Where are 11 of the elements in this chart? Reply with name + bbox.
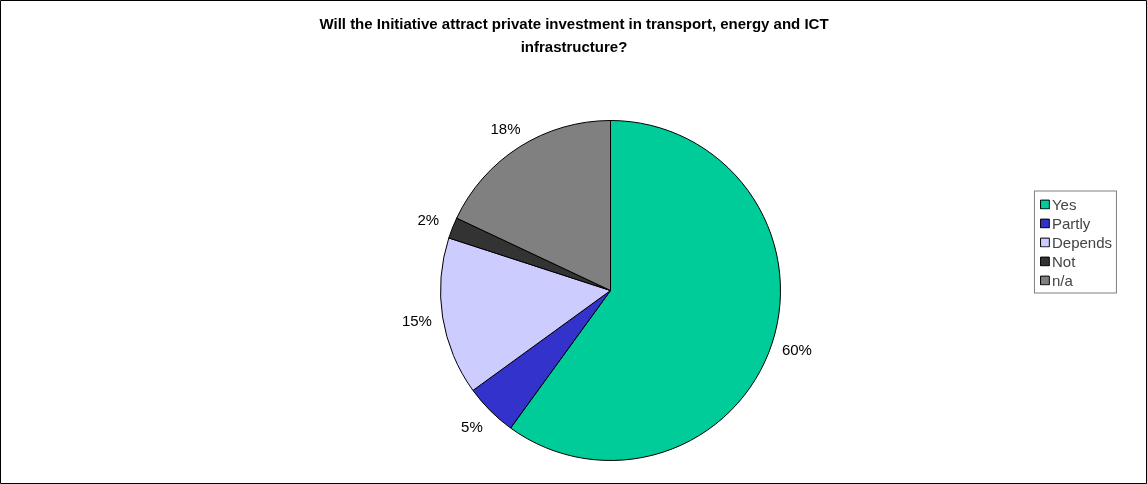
- data-label: 15%: [401, 312, 432, 330]
- data-label: 5%: [461, 417, 483, 435]
- legend-label: Not: [1051, 252, 1076, 270]
- chart-title: Will the Initiative attract private investment in transport, energy and ICT infrastructure?: [319, 14, 829, 56]
- legend-label: Yes: [1051, 195, 1077, 213]
- data-label: 60%: [781, 341, 812, 359]
- legend-label: Depends: [1051, 233, 1112, 251]
- legend-label: Partly: [1051, 214, 1091, 232]
- data-label: 18%: [490, 119, 521, 137]
- data-label: 2%: [417, 211, 440, 229]
- legend-label: n/a: [1051, 271, 1073, 289]
